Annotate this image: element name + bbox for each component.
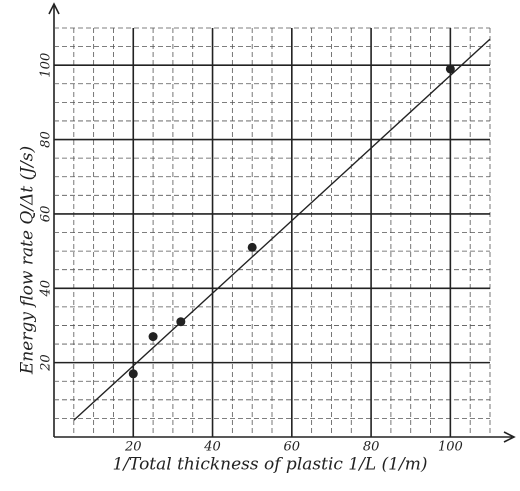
x-axis-title: 1/Total thickness of plastic 1/L (1/m) (113, 455, 428, 475)
x-tick-label: 80 (363, 440, 380, 455)
y-tick-label: 20 (39, 354, 54, 372)
fit-line (73, 38, 491, 421)
y-axis-arrow (48, 2, 60, 15)
y-tick-label: 80 (39, 131, 54, 148)
data-point (445, 64, 455, 74)
x-tick-label: 60 (284, 440, 301, 455)
x-tick-label: 40 (203, 440, 221, 455)
x-axis-arrow (503, 431, 516, 443)
y-tick-label: 40 (39, 280, 54, 298)
y-axis-title: Energy flow rate Q/Δt (J/s) (18, 146, 38, 375)
data-point (128, 369, 138, 379)
y-tick-label: 60 (39, 206, 54, 223)
x-tick-label: 100 (438, 440, 463, 455)
y-tick-label: 100 (39, 53, 54, 78)
data-point (148, 332, 158, 342)
x-tick-label: 20 (124, 440, 142, 455)
data-point (176, 317, 186, 327)
data-point (247, 242, 257, 252)
